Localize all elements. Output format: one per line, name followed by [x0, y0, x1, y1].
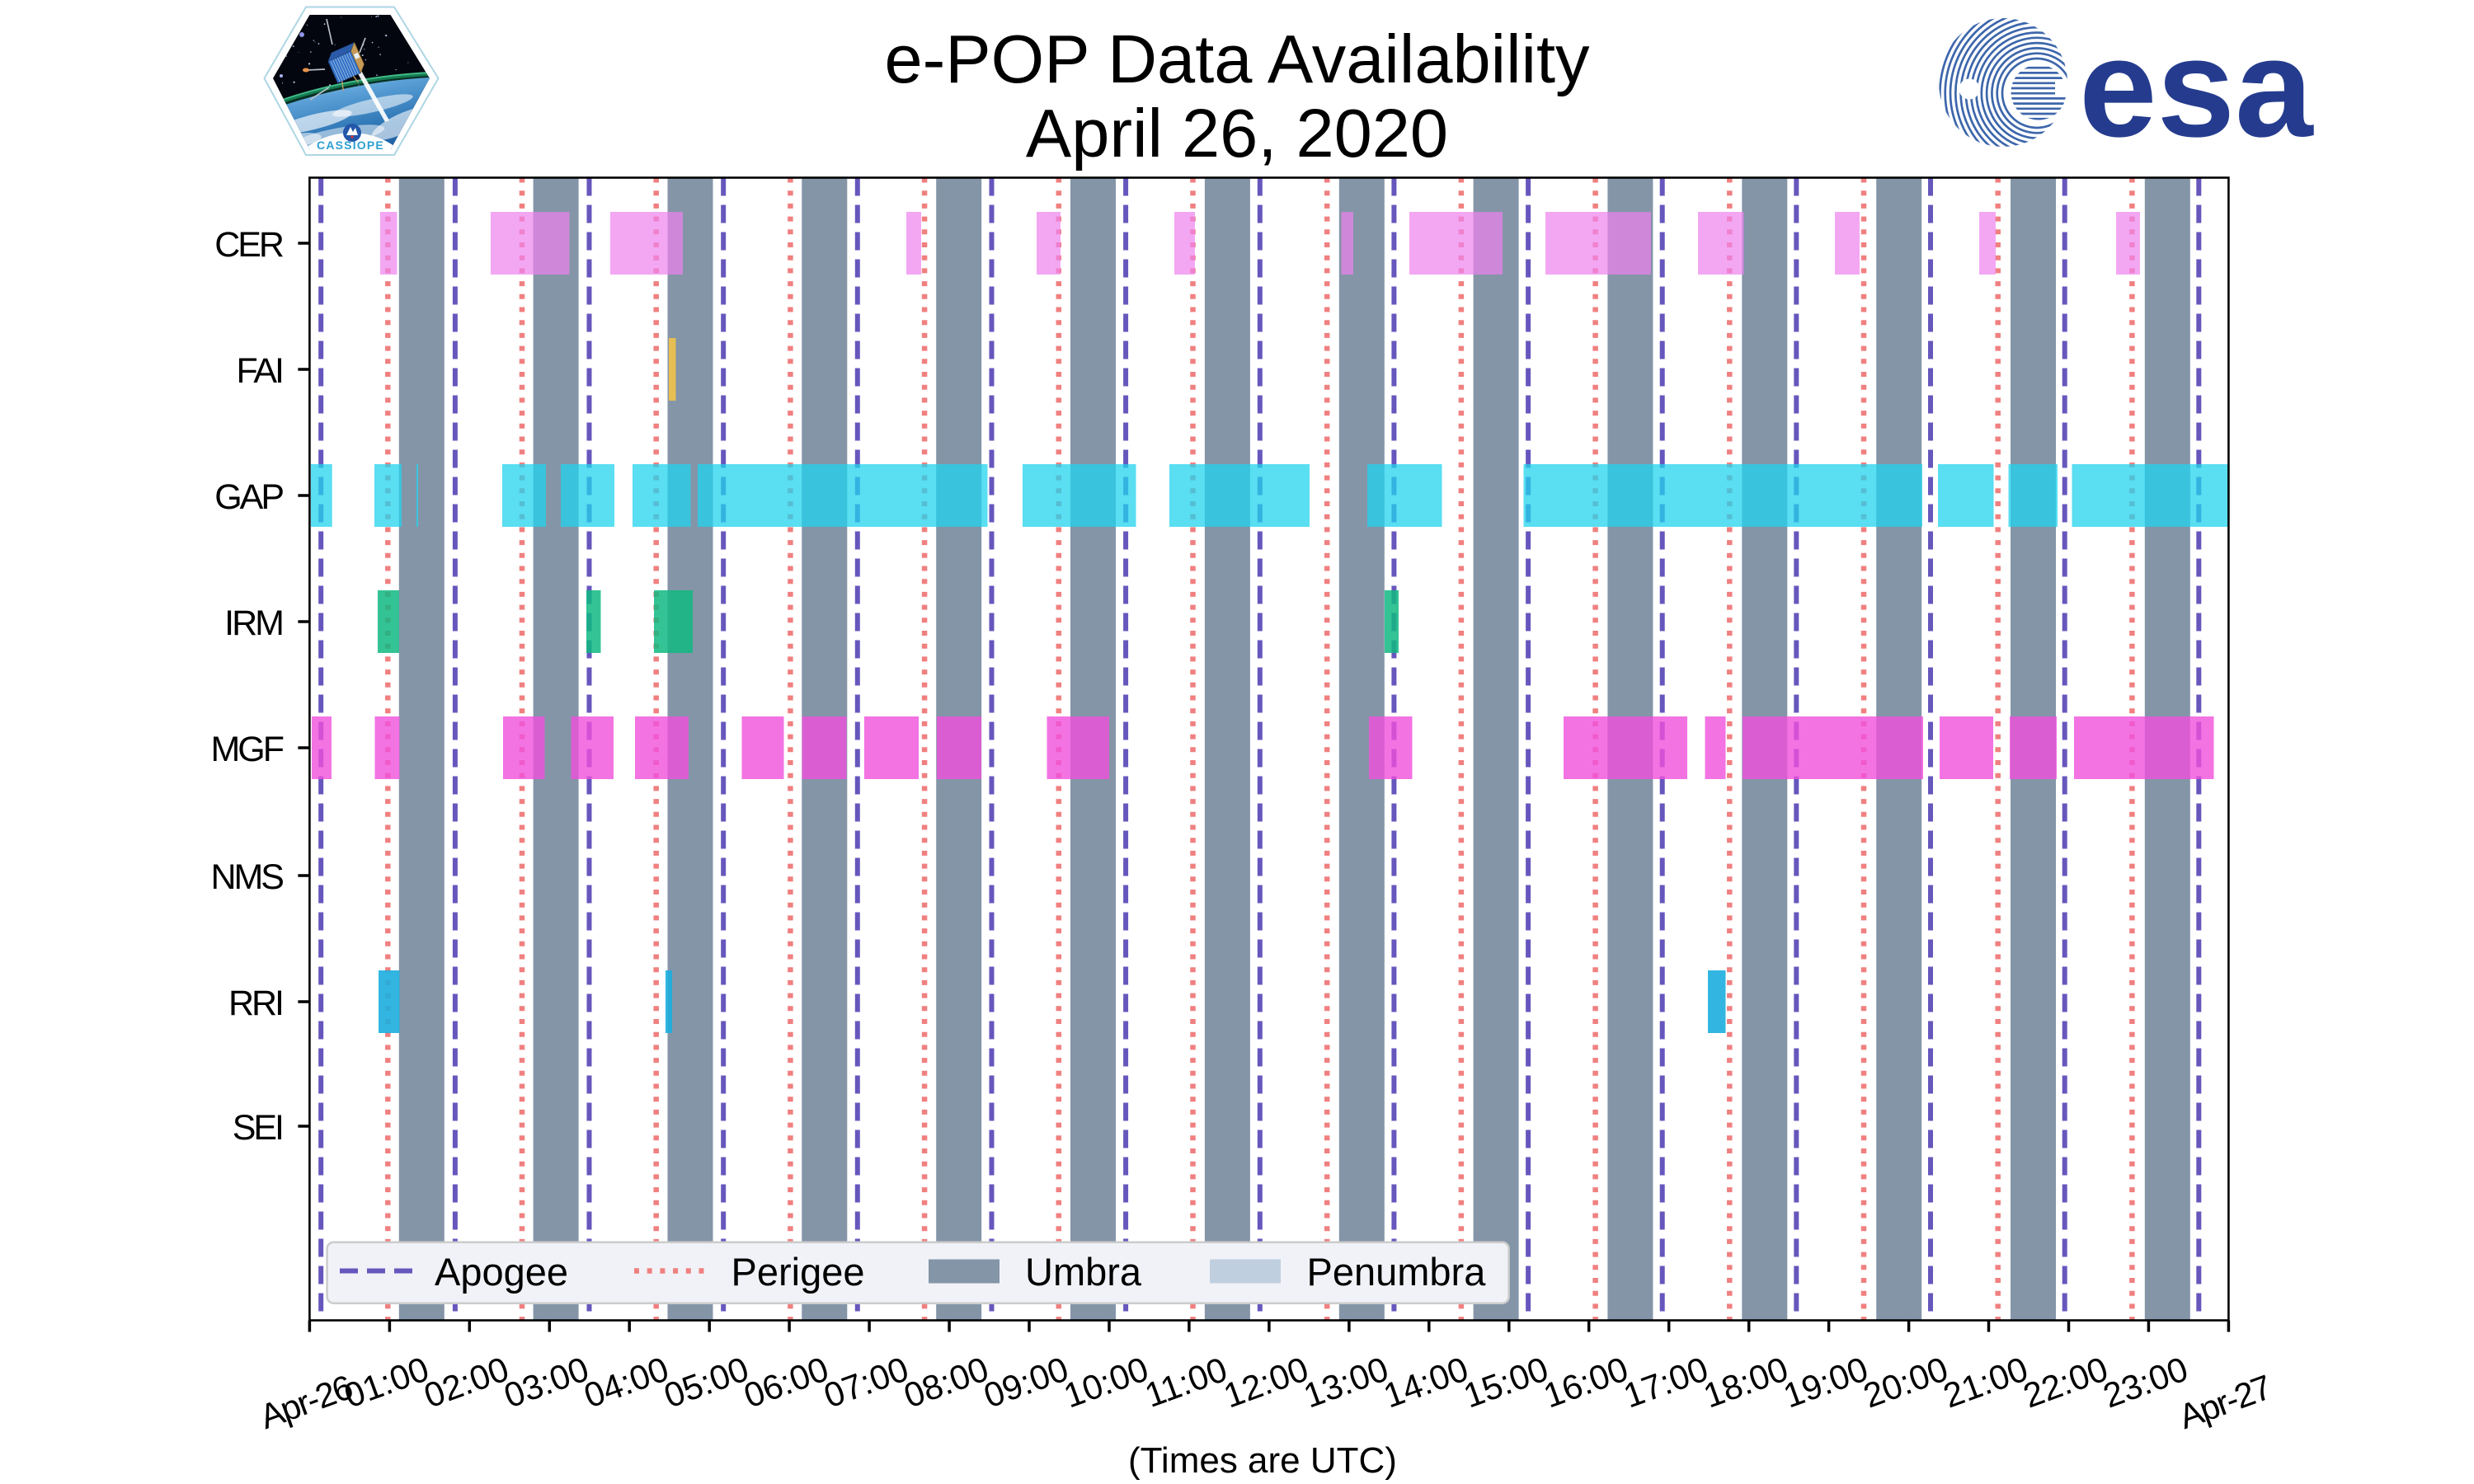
svg-text:esa: esa [2079, 10, 2314, 167]
svg-text:Apogee: Apogee [435, 1250, 568, 1294]
svg-text:April 26, 2020: April 26, 2020 [1026, 95, 1448, 171]
svg-text:CASSIOPE: CASSIOPE [317, 139, 384, 152]
svg-text:Penumbra: Penumbra [1307, 1250, 1487, 1294]
svg-text:RRI: RRI [228, 984, 282, 1023]
svg-text:Umbra: Umbra [1025, 1250, 1142, 1294]
svg-text:MGF: MGF [210, 730, 283, 769]
svg-text:Perigee: Perigee [731, 1250, 865, 1294]
svg-text:CER: CER [214, 225, 284, 265]
svg-text:GAP: GAP [214, 477, 283, 517]
svg-text:NMS: NMS [210, 857, 283, 897]
svg-text:(Times are UTC): (Times are UTC) [1128, 1440, 1397, 1481]
svg-text:e-POP Data Availability: e-POP Data Availability [884, 21, 1590, 97]
svg-text:SEI: SEI [233, 1108, 282, 1148]
svg-text:FAI: FAI [236, 351, 282, 391]
svg-text:IRM: IRM [224, 603, 282, 643]
